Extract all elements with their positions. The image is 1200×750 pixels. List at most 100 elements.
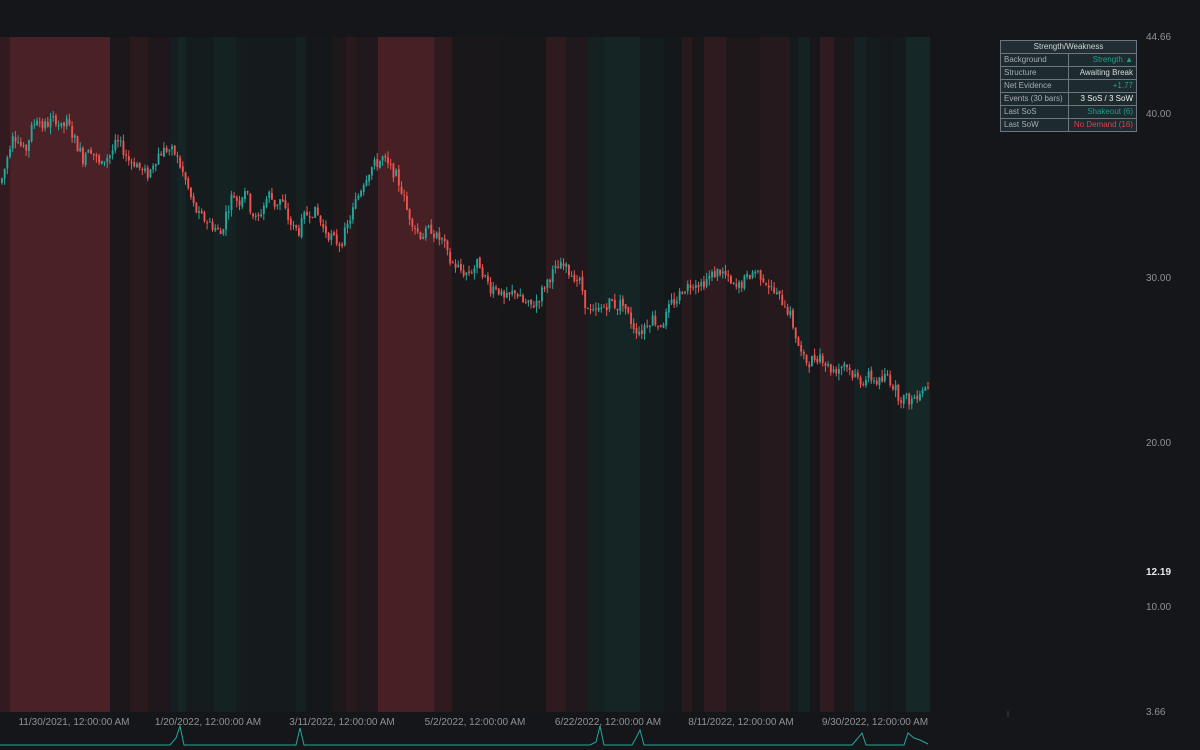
candle-body <box>397 169 400 186</box>
indicator-pane <box>0 711 1009 746</box>
candle <box>168 148 171 156</box>
row-value: 3 SoS / 3 SoW <box>1067 92 1138 106</box>
candle <box>654 310 657 327</box>
candle-body <box>894 384 897 391</box>
candle <box>921 387 924 398</box>
candle <box>789 306 792 319</box>
candle <box>765 282 767 286</box>
strength-band <box>296 37 306 712</box>
candle-body <box>368 174 371 182</box>
candle <box>441 237 443 245</box>
candle <box>41 118 44 132</box>
strength-weakness-table: Strength/Weakness Background Strength ▲ … <box>1000 40 1138 132</box>
candle <box>759 269 762 286</box>
candle-body <box>727 274 730 276</box>
candle-body <box>73 135 76 138</box>
candle-body <box>889 374 892 386</box>
candle-body <box>865 379 867 386</box>
candle <box>732 282 735 285</box>
candle <box>673 292 676 308</box>
candle <box>184 171 187 185</box>
candle <box>584 289 587 315</box>
candle-body <box>14 137 17 142</box>
table-row: Background Strength ▲ <box>1000 53 1138 67</box>
candle-body <box>281 199 284 202</box>
candle-body <box>254 215 257 217</box>
candle-body <box>41 121 44 129</box>
candle-body <box>659 325 662 327</box>
candle <box>338 242 341 252</box>
candle-body <box>38 121 41 123</box>
candle-body <box>341 244 344 247</box>
candle <box>867 367 870 383</box>
candle-body <box>597 307 600 311</box>
candle-body <box>838 369 840 374</box>
candle <box>411 217 414 232</box>
candle-body <box>95 155 98 157</box>
candle-body <box>111 150 114 155</box>
candle <box>165 145 168 154</box>
candle <box>913 394 916 399</box>
candle <box>114 134 117 154</box>
candle <box>206 220 209 230</box>
candle <box>500 288 503 297</box>
candle <box>281 194 284 203</box>
candle <box>125 149 128 162</box>
candle <box>252 212 254 220</box>
candle-body <box>79 147 82 152</box>
strength-band <box>170 37 178 712</box>
y-tick-label: 30.00 <box>1146 273 1171 284</box>
candle-body <box>568 265 570 276</box>
candle <box>138 162 141 171</box>
candle-body <box>546 279 549 288</box>
candle-body <box>638 331 641 335</box>
candle <box>376 153 379 171</box>
candle-body <box>859 377 862 385</box>
candle-body <box>686 283 689 291</box>
weakness-band <box>682 37 692 712</box>
candle <box>100 160 103 165</box>
candle <box>802 349 805 360</box>
weakness-band <box>332 37 346 712</box>
x-tick-label: 11/30/2021, 12:00:00 AM <box>18 717 129 728</box>
candle <box>136 161 138 168</box>
candle <box>327 232 330 243</box>
candle-body <box>60 122 63 126</box>
candle-body <box>505 292 508 298</box>
candle <box>154 163 157 172</box>
time-axis[interactable]: 11/30/2021, 12:00:00 AM 1/20/2022, 12:00… <box>18 717 928 728</box>
candle <box>616 308 619 315</box>
candle <box>95 152 98 163</box>
candle-body <box>433 233 435 238</box>
candle-body <box>454 263 457 268</box>
candle-body <box>227 211 230 213</box>
candle-body <box>230 194 233 211</box>
candle-body <box>152 165 155 170</box>
candle <box>44 118 47 132</box>
candle <box>187 176 190 191</box>
candle-body <box>541 287 543 302</box>
candle <box>611 298 614 302</box>
candle-body <box>627 307 630 313</box>
candle-body <box>3 168 6 179</box>
candle <box>865 375 867 388</box>
candle <box>435 231 438 240</box>
candle <box>173 145 176 156</box>
candle-body <box>130 161 133 163</box>
candle <box>268 190 271 204</box>
candle <box>55 113 57 127</box>
candle <box>241 196 244 210</box>
candle-body <box>225 211 227 230</box>
candle-body <box>921 390 924 394</box>
candle-body <box>200 211 203 214</box>
candle-body <box>268 191 271 198</box>
candle <box>389 158 392 170</box>
candle-body <box>873 380 875 382</box>
weakness-band <box>834 37 854 712</box>
price-axis[interactable]: 44.66 40.00 30.00 20.00 12.19 10.00 3.66 <box>1146 32 1171 718</box>
candle <box>446 239 449 256</box>
candle-body <box>848 367 851 370</box>
candle <box>900 396 902 409</box>
